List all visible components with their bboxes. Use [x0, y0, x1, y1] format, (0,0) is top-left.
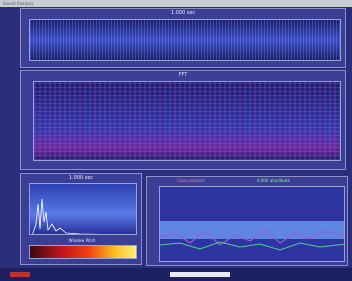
spectrum-plot: [29, 183, 137, 235]
spectrum-graphic: [30, 184, 137, 235]
spectrogram-panel: FFT: [20, 70, 346, 170]
colorbar-label: Window Pitch: [21, 238, 143, 243]
band: [160, 221, 345, 239]
app-window: Sound Analysis 1.000 sec FFT 1.000 sec W…: [0, 0, 352, 281]
legend-item: 0.000 amplitude: [257, 178, 290, 183]
cross-panel: Cross-product 0.000 amplitude: [146, 176, 348, 266]
window-title: Sound Analysis: [0, 0, 352, 7]
status-field: [170, 272, 230, 277]
waveform-panel: 1.000 sec: [20, 8, 346, 68]
status-indicator: [10, 272, 30, 277]
spectrum-line: [32, 199, 136, 235]
legend-item: Cross-product: [177, 178, 205, 183]
status-bar: [0, 268, 352, 281]
spectrogram-plot: [33, 81, 341, 161]
panel-title: FFT: [21, 72, 345, 78]
panel-title: 1.000 sec: [21, 10, 345, 16]
trace: [160, 242, 345, 250]
cross-plot: [159, 186, 345, 262]
spectrum-panel: 1.000 sec Window Pitch: [20, 173, 142, 265]
panel-title: 1.000 sec: [21, 175, 141, 181]
cross-graphic: [160, 187, 345, 262]
waveform-plot: [29, 19, 341, 61]
colorbar: [29, 245, 137, 259]
